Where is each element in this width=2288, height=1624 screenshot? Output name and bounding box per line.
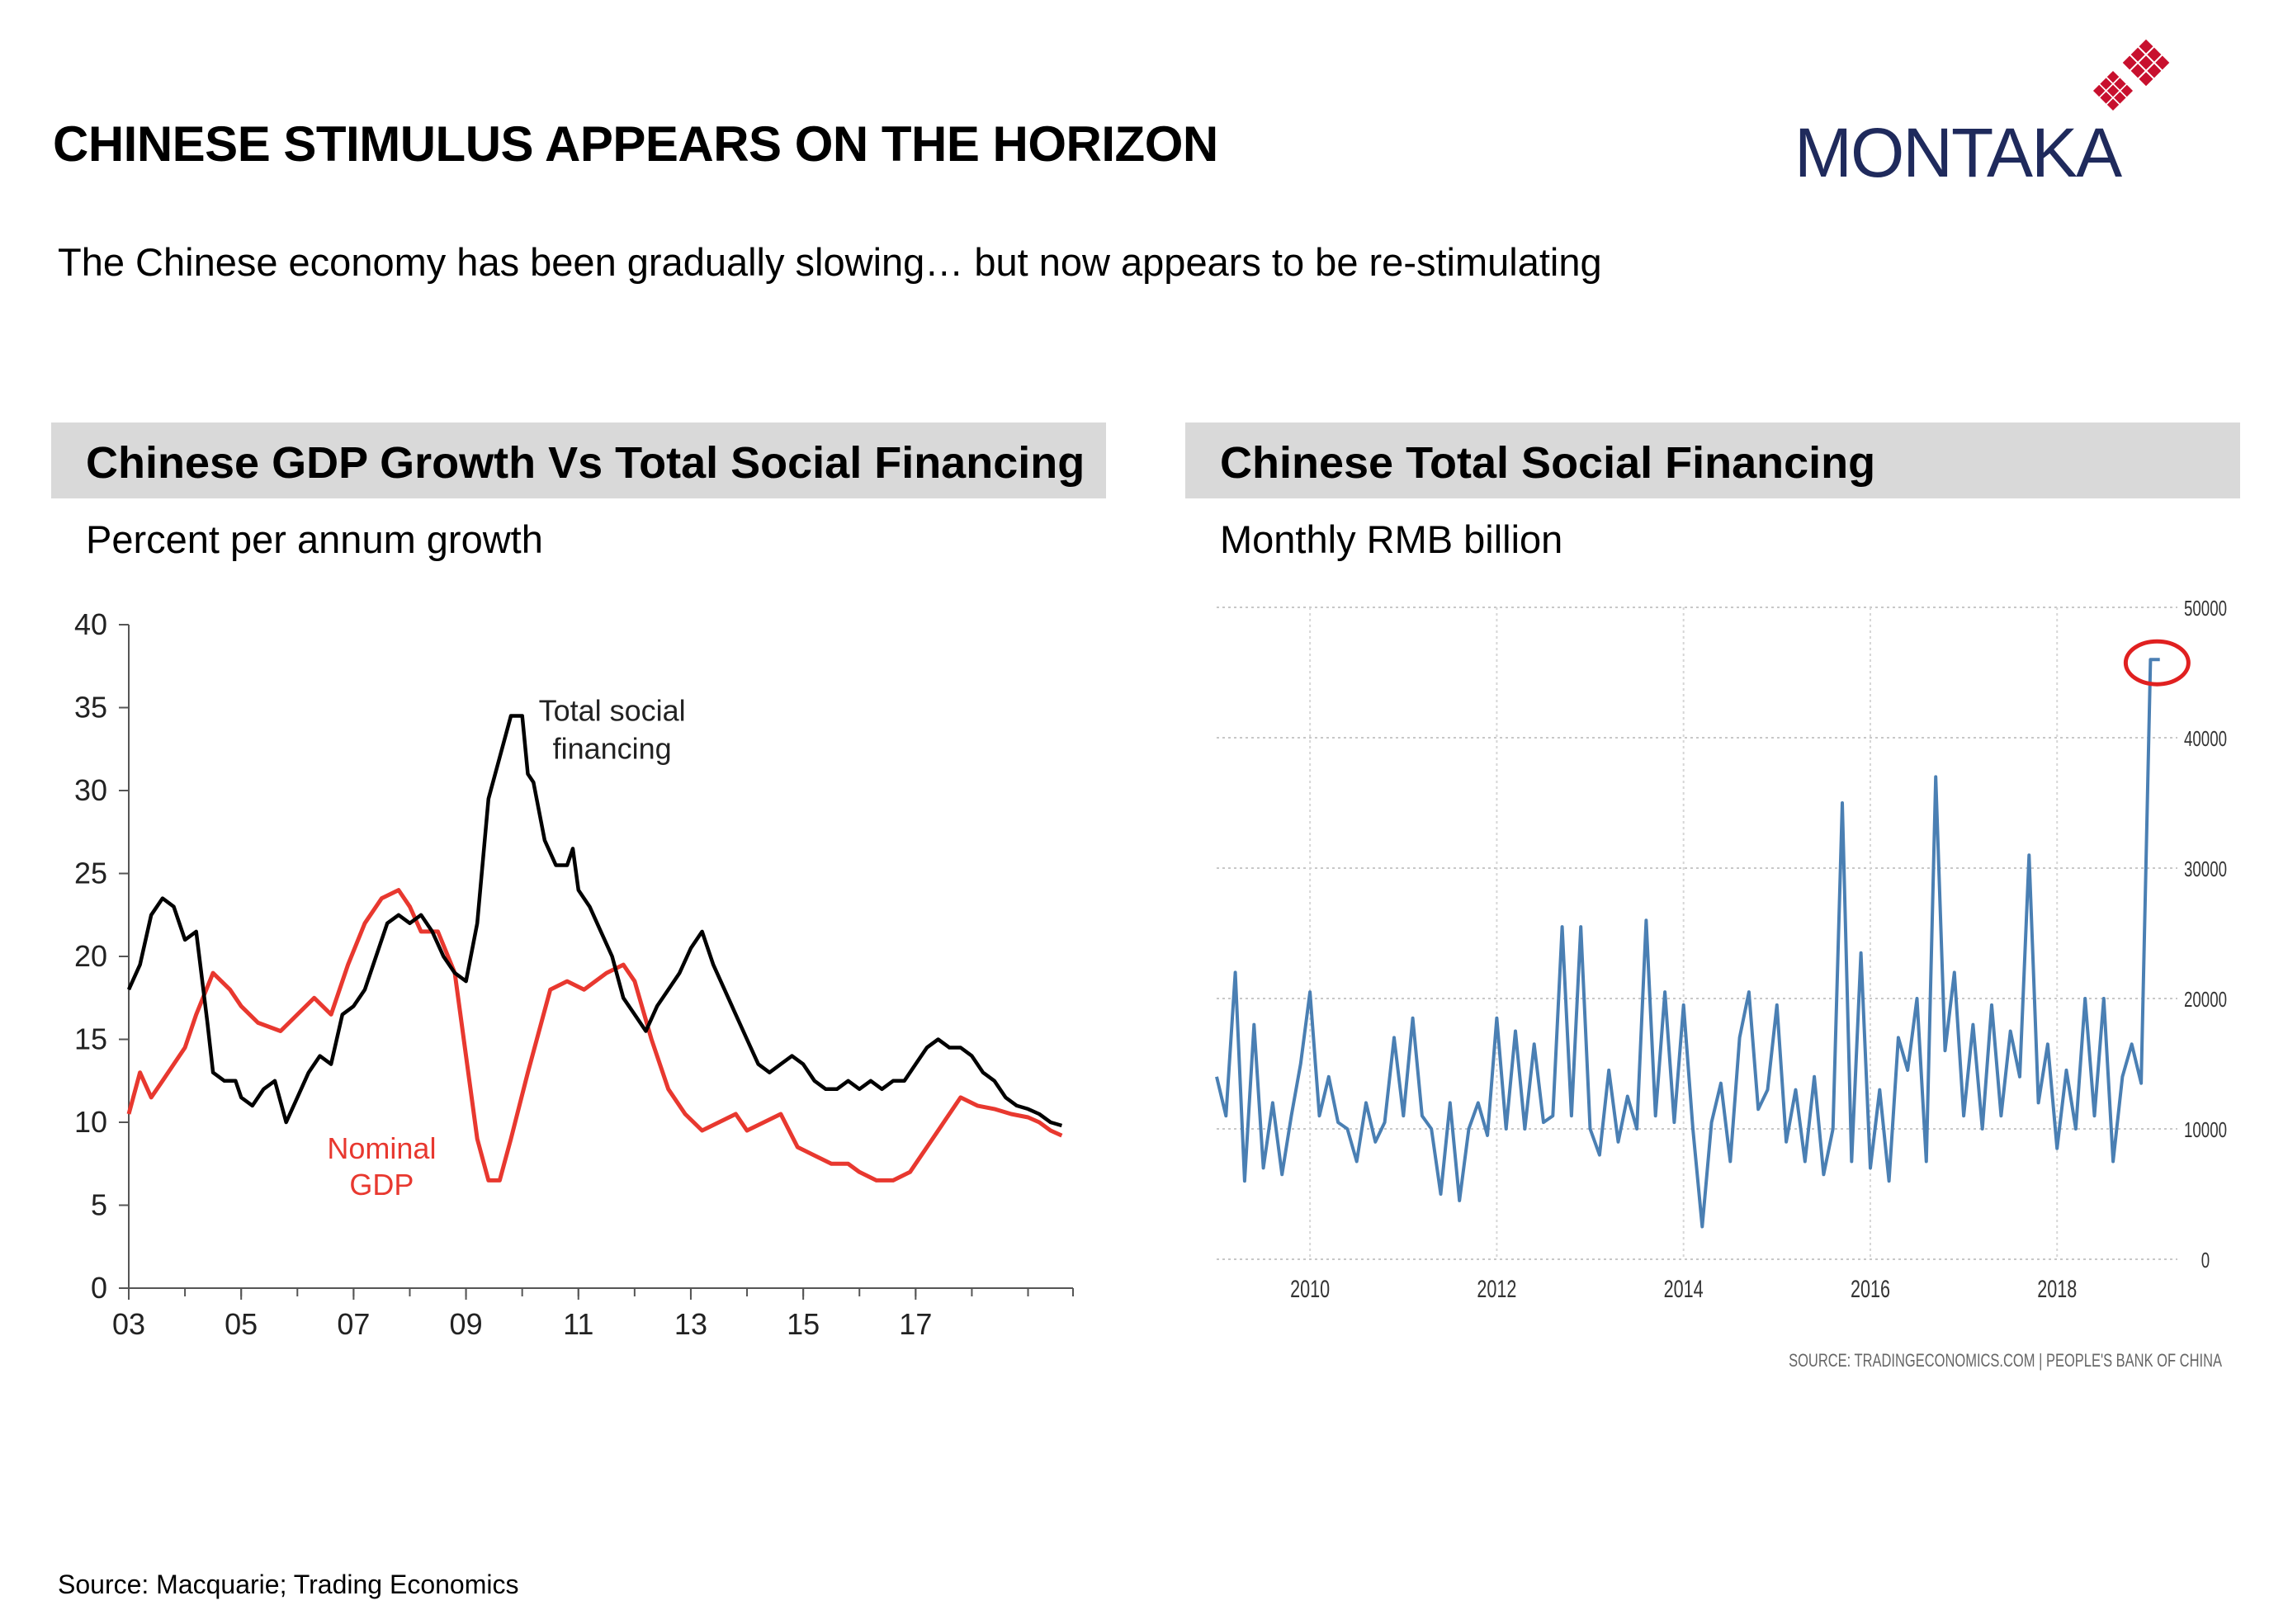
highlight-circle-latest bbox=[2123, 639, 2191, 687]
x-tick-label: 2010 bbox=[1290, 1274, 1330, 1302]
x-tick-label: 15 bbox=[787, 1307, 820, 1337]
right-chart-title: Chinese Total Social Financing bbox=[1220, 438, 1876, 488]
x-tick-label: 17 bbox=[899, 1307, 932, 1337]
y-tick-label: 0 bbox=[91, 1271, 107, 1305]
y-tick-label: 30000 bbox=[2184, 857, 2227, 881]
series-line-tsf-monthly bbox=[1215, 658, 2160, 1229]
left-chart-unit-label: Percent per annum growth bbox=[86, 517, 543, 561]
source-note: Source: Macquarie; Trading Economics bbox=[58, 1570, 519, 1599]
x-tick-label: 11 bbox=[563, 1307, 593, 1337]
x-tick-label: 07 bbox=[337, 1307, 370, 1337]
y-tick-label: 40000 bbox=[2184, 726, 2227, 751]
logo-wordmark: MONTAKA bbox=[1794, 114, 2122, 191]
x-tick-label: 2018 bbox=[2037, 1274, 2077, 1302]
logo-mark-icon bbox=[2092, 39, 2170, 111]
montaka-logo: MONTAKA bbox=[1794, 39, 2170, 191]
x-tick-label: 13 bbox=[674, 1307, 707, 1337]
series-line-nominal-gdp bbox=[126, 888, 1063, 1183]
page-subtitle: The Chinese economy has been gradually s… bbox=[58, 240, 1602, 284]
x-tick-label: 05 bbox=[225, 1307, 258, 1337]
y-tick-label: 5 bbox=[91, 1188, 107, 1222]
chart-source-note: SOURCE: TRADINGECONOMICS.COM | PEOPLE'S … bbox=[1789, 1351, 2222, 1371]
page-title: CHINESE STIMULUS APPEARS ON THE HORIZON bbox=[53, 116, 1218, 172]
tsf-label-line2: financing bbox=[553, 732, 672, 766]
x-tick-label: 09 bbox=[450, 1307, 483, 1337]
y-tick-label: 20000 bbox=[2184, 987, 2227, 1012]
tsf-label-line1: Total social bbox=[539, 694, 686, 728]
gdp-label-line2: GDP bbox=[349, 1168, 414, 1201]
x-tick-label: 2014 bbox=[1664, 1274, 1704, 1302]
y-tick-label: 10000 bbox=[2184, 1117, 2227, 1142]
left-chart-title: Chinese GDP Growth Vs Total Social Finan… bbox=[86, 438, 1085, 488]
tsf-monthly-chart: 0 10000 20000 30000 40000 50000 2010 2012 2014 20… bbox=[1215, 596, 2227, 1371]
right-chart-header: Chinese Total Social Financing bbox=[1185, 423, 2240, 498]
x-tick-label: 2012 bbox=[1477, 1274, 1516, 1302]
y-tick-label: 40 bbox=[74, 607, 107, 641]
y-tick-label: 15 bbox=[74, 1022, 107, 1056]
y-tick-label: 30 bbox=[74, 773, 107, 807]
y-tick-label: 50000 bbox=[2184, 596, 2227, 621]
y-tick-label: 20 bbox=[74, 939, 107, 973]
y-tick-label: 10 bbox=[74, 1105, 107, 1139]
series-line-total-social-financing bbox=[126, 714, 1063, 1128]
right-chart-unit-label: Monthly RMB billion bbox=[1220, 517, 1563, 561]
y-tick-label: 25 bbox=[74, 857, 107, 890]
y-tick-label: 35 bbox=[74, 691, 107, 725]
left-chart-header: Chinese GDP Growth Vs Total Social Finan… bbox=[51, 423, 1106, 498]
x-tick-label: 03 bbox=[112, 1307, 145, 1337]
y-tick-label: 0 bbox=[2201, 1248, 2210, 1272]
gdp-label-line1: Nominal bbox=[327, 1131, 436, 1165]
x-tick-label: 2016 bbox=[1851, 1274, 1890, 1302]
